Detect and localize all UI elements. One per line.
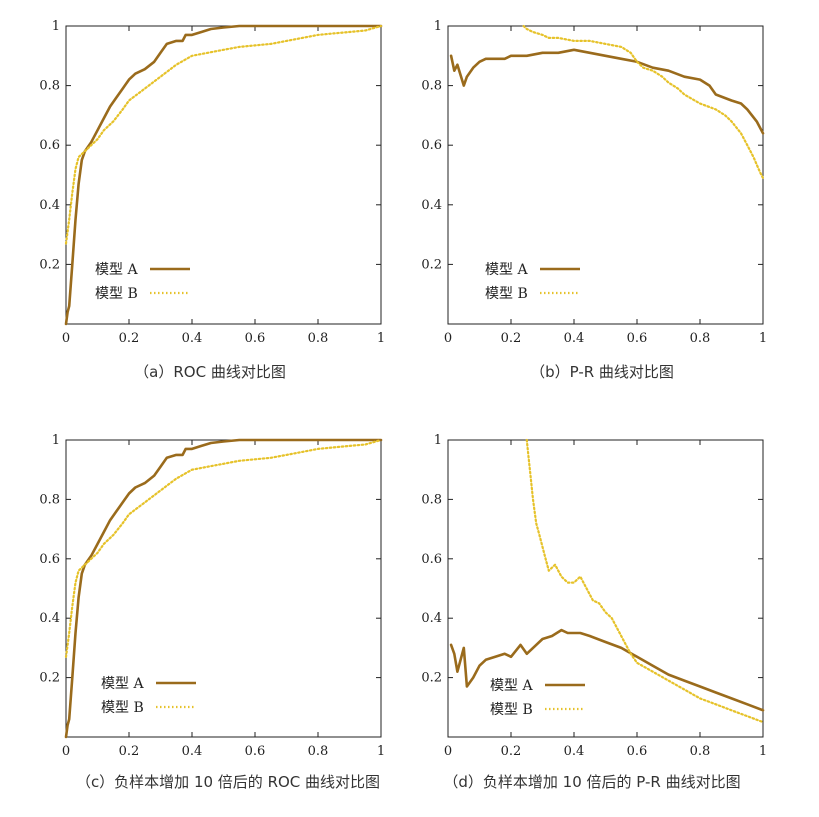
x-tick-label: 0.8 bbox=[690, 331, 711, 346]
x-tick-label: 0.6 bbox=[245, 744, 266, 759]
y-tick-label: 1 bbox=[52, 19, 60, 34]
legend-label: 模型 A bbox=[485, 262, 528, 278]
x-tick-label: 0.8 bbox=[308, 331, 329, 346]
plot-frame bbox=[447, 439, 764, 738]
y-tick-label: 0.2 bbox=[421, 671, 442, 686]
series-line-model-b bbox=[64, 24, 383, 245]
y-tick-label: 0.4 bbox=[39, 198, 60, 213]
x-tick-label: 1 bbox=[377, 331, 385, 346]
chart-caption: （c）负样本增加 10 倍后的 ROC 曲线对比图 bbox=[76, 773, 380, 791]
y-tick-label: 1 bbox=[434, 19, 442, 34]
series-line-model-b bbox=[522, 24, 765, 180]
x-tick-label: 0.4 bbox=[564, 331, 585, 346]
chart-panel-a: 0 0.2 0.4 0.6 0.8 1 0.2 0.4 0.6 0.8 1 模型 A 模型 B （a）RO… bbox=[39, 19, 385, 381]
series-line-model-a bbox=[64, 24, 383, 326]
y-tick-label: 0.2 bbox=[421, 257, 442, 272]
plot-frame bbox=[447, 25, 764, 325]
legend-label: 模型 A bbox=[95, 262, 138, 278]
series-line-model-b bbox=[64, 438, 383, 658]
legend-label: 模型 A bbox=[101, 676, 144, 692]
y-tick-label: 0.6 bbox=[421, 552, 442, 567]
x-tick-label: 0 bbox=[62, 744, 70, 759]
y-tick-label: 0.8 bbox=[421, 492, 442, 507]
series-line-model-a bbox=[449, 48, 765, 135]
y-tick-label: 0.8 bbox=[39, 492, 60, 507]
chart-caption: （d）负样本增加 10 倍后的 P-R 曲线对比图 bbox=[443, 773, 740, 791]
y-tick-label: 0.2 bbox=[39, 257, 60, 272]
legend-label: 模型 B bbox=[490, 702, 533, 718]
y-tick-label: 0.6 bbox=[421, 138, 442, 153]
chart-panel-d: 0 0.2 0.4 0.6 0.8 1 0.2 0.4 0.6 0.8 1 模型 A 模型 B （d）负样… bbox=[421, 433, 767, 791]
x-tick-label: 0.2 bbox=[501, 331, 522, 346]
x-tick-label: 0.8 bbox=[308, 744, 329, 759]
y-tick-label: 1 bbox=[52, 433, 60, 448]
chart-caption: （b）P-R 曲线对比图 bbox=[530, 363, 674, 381]
y-tick-label: 0.4 bbox=[421, 611, 442, 626]
x-tick-label: 1 bbox=[377, 744, 385, 759]
x-tick-label: 0.2 bbox=[119, 331, 140, 346]
x-tick-label: 0.8 bbox=[690, 744, 711, 759]
x-tick-label: 0.4 bbox=[182, 744, 203, 759]
chart-panel-b: 0 0.2 0.4 0.6 0.8 1 0.2 0.4 0.6 0.8 1 模型 A 模型 B （b）P-… bbox=[421, 19, 767, 381]
y-tick-label: 1 bbox=[434, 433, 442, 448]
series-line-model-a bbox=[64, 438, 383, 739]
x-tick-label: 0 bbox=[62, 331, 70, 346]
x-tick-label: 0.6 bbox=[627, 744, 648, 759]
legend-label: 模型 B bbox=[95, 286, 138, 302]
x-tick-label: 0.2 bbox=[119, 744, 140, 759]
legend-label: 模型 B bbox=[101, 700, 144, 716]
y-tick-label: 0.8 bbox=[39, 79, 60, 94]
y-tick-label: 0.6 bbox=[39, 138, 60, 153]
series-line-model-a bbox=[449, 628, 765, 712]
x-tick-label: 0.2 bbox=[501, 744, 522, 759]
y-tick-label: 0.8 bbox=[421, 79, 442, 94]
y-tick-label: 0.2 bbox=[39, 671, 60, 686]
chart-panel-c: 0 0.2 0.4 0.6 0.8 1 0.2 0.4 0.6 0.8 1 模型 A 模型 B （c）负样… bbox=[39, 433, 385, 791]
x-tick-label: 0.6 bbox=[245, 331, 266, 346]
x-tick-label: 1 bbox=[759, 744, 767, 759]
x-tick-label: 0 bbox=[444, 331, 452, 346]
y-tick-label: 0.6 bbox=[39, 552, 60, 567]
y-tick-label: 0.4 bbox=[39, 611, 60, 626]
x-tick-label: 1 bbox=[759, 331, 767, 346]
plot-frame bbox=[65, 439, 382, 738]
x-tick-label: 0 bbox=[444, 744, 452, 759]
series-line-model-b bbox=[525, 438, 765, 724]
plot-frame bbox=[65, 25, 382, 325]
chart-caption: （a）ROC 曲线对比图 bbox=[134, 363, 286, 381]
y-tick-label: 0.4 bbox=[421, 198, 442, 213]
legend-label: 模型 A bbox=[490, 678, 533, 694]
x-tick-label: 0.4 bbox=[182, 331, 203, 346]
legend-label: 模型 B bbox=[485, 286, 528, 302]
x-tick-label: 0.6 bbox=[627, 331, 648, 346]
x-tick-label: 0.4 bbox=[564, 744, 585, 759]
